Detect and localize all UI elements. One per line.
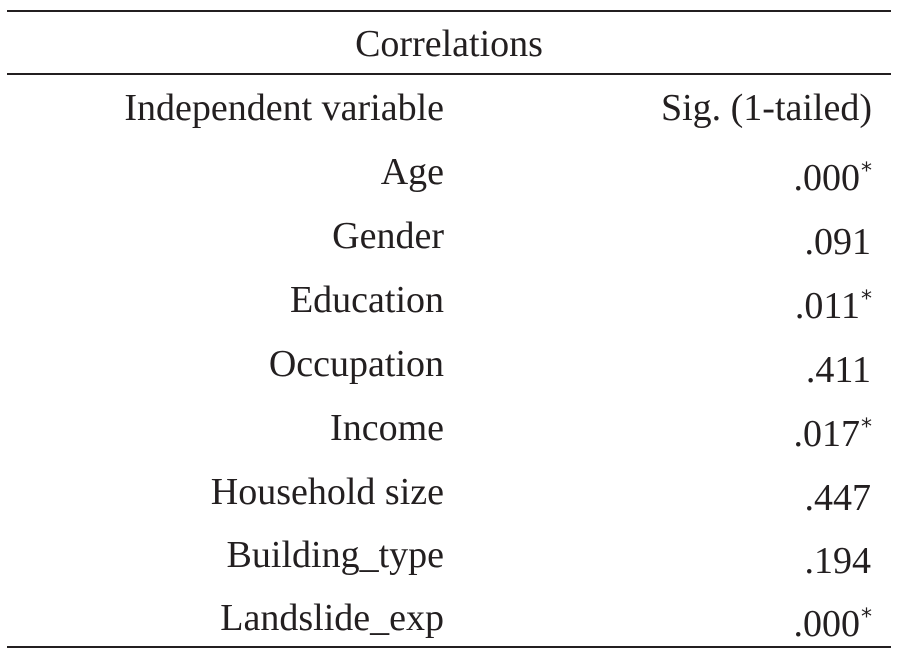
row-significance: .017* — [487, 396, 873, 466]
table-row: Building_type .194 — [7, 523, 891, 587]
sig-value: .194 — [804, 540, 872, 582]
row-significance: .000* — [487, 586, 873, 656]
row-variable: Income — [330, 407, 444, 449]
table-row: Gender .091 — [7, 204, 891, 268]
table-row: Occupation .411 — [7, 332, 891, 396]
row-significance: .411 — [487, 332, 872, 402]
sig-value: .011 — [794, 285, 860, 327]
sig-value: .000 — [793, 603, 861, 645]
sig-value: .017 — [793, 413, 861, 455]
significance-marker: * — [861, 605, 872, 630]
row-variable: Building_type — [226, 534, 444, 576]
table-row: Income .017* — [7, 396, 891, 460]
row-variable: Occupation — [268, 343, 444, 385]
table-caption: Correlations — [355, 23, 543, 65]
caption-divider — [7, 73, 891, 75]
row-variable: Age — [380, 151, 444, 193]
header-row: Independent variable Sig. (1-tailed) — [7, 76, 891, 140]
row-significance: .091 — [487, 204, 872, 274]
table-row: Household size .447 — [7, 460, 891, 524]
table-bottom-rule — [7, 646, 891, 648]
table-row: Landslide_exp .000* — [7, 586, 891, 650]
row-variable: Gender — [332, 215, 444, 257]
row-significance: .194 — [487, 523, 872, 593]
sig-value: .091 — [804, 221, 872, 263]
sig-value: .411 — [805, 349, 871, 391]
table-row: Education .011* — [7, 268, 891, 332]
significance-marker: * — [861, 287, 872, 312]
row-significance: .447 — [487, 460, 872, 530]
row-significance: .000* — [487, 140, 873, 210]
row-variable: Landslide_exp — [220, 597, 444, 639]
row-variable: Education — [289, 279, 444, 321]
significance-marker: * — [861, 415, 872, 440]
significance-marker: * — [861, 159, 872, 184]
header-significance: Sig. (1-tailed) — [660, 87, 872, 129]
table-top-rule — [7, 10, 891, 12]
row-variable: Household size — [210, 471, 444, 513]
table-row: Age .000* — [7, 140, 891, 204]
row-significance: .011* — [487, 268, 872, 338]
sig-value: .447 — [804, 477, 872, 519]
header-independent-variable: Independent variable — [124, 87, 444, 129]
sig-value: .000 — [793, 157, 861, 199]
